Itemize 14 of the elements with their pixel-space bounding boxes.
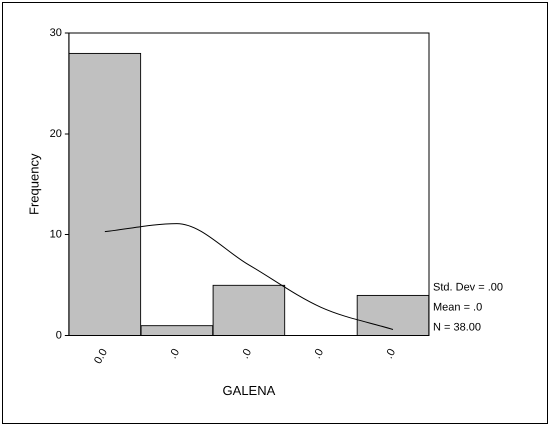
x-tick-label: .0 [167, 346, 182, 361]
text: Mean = .0 [433, 302, 482, 314]
x-tick-label: .0 [239, 346, 254, 361]
y-tick-label: 0 [56, 330, 62, 342]
x-axis-title: GALENA [222, 382, 276, 398]
y-axis-title: Frequency [26, 153, 42, 215]
y-tick-label: 10 [50, 228, 62, 241]
text: Std. Dev = .00 [433, 282, 504, 294]
x-tick-label: .0 [383, 346, 398, 361]
text: N = 38.00 [433, 322, 482, 334]
x-tick-label: 0.0 [92, 346, 110, 366]
y-tick-label: 30 [50, 27, 62, 40]
x-tick-label: .0 [311, 346, 326, 361]
y-tick-label: 20 [50, 128, 62, 140]
